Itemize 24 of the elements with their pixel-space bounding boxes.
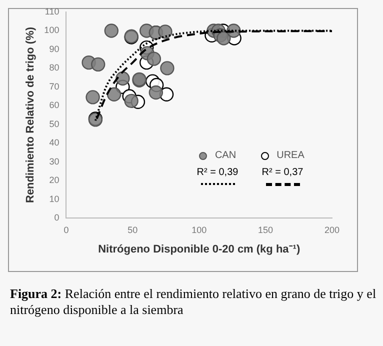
text: R² = 0,37 [262,167,304,178]
text: Figura 2: Relación entre el rendimiento relativo en grano de trigo y el nitrógeno disponible a la siembra [10,286,378,318]
y-tick-label: 10 [49,194,60,204]
y-tick-label: 60 [49,100,60,110]
y-tick-label: 40 [49,138,60,148]
text: R² = 0,39 [196,167,238,178]
x-tick-label: 200 [324,224,340,235]
y-tick-label: 80 [49,62,60,73]
x-tick-label: 0 [64,224,69,235]
x-tick-label: 150 [258,224,274,235]
y-tick-label: 50 [49,118,60,129]
y-tick-label: 100 [44,25,60,36]
x-tick-label: 100 [192,224,207,235]
y-tick-label: 0 [54,212,60,222]
x-tick-label: 50 [128,224,138,235]
y-axis-title: Rendimiento Relativo de trigo (%) [24,26,37,204]
x-axis-title: Nitrógeno Disponible 0-20 cm (kg ha⁻¹) [98,243,300,256]
y-tick-label: 70 [49,81,60,92]
y-tick-label: 30 [49,156,60,166]
y-tick-label: 20 [49,175,60,186]
y-tick-label: 110 [44,6,60,16]
legend-label: UREA [276,150,304,161]
legend-label: CAN [214,150,236,161]
y-tick-label: 90 [49,44,60,54]
